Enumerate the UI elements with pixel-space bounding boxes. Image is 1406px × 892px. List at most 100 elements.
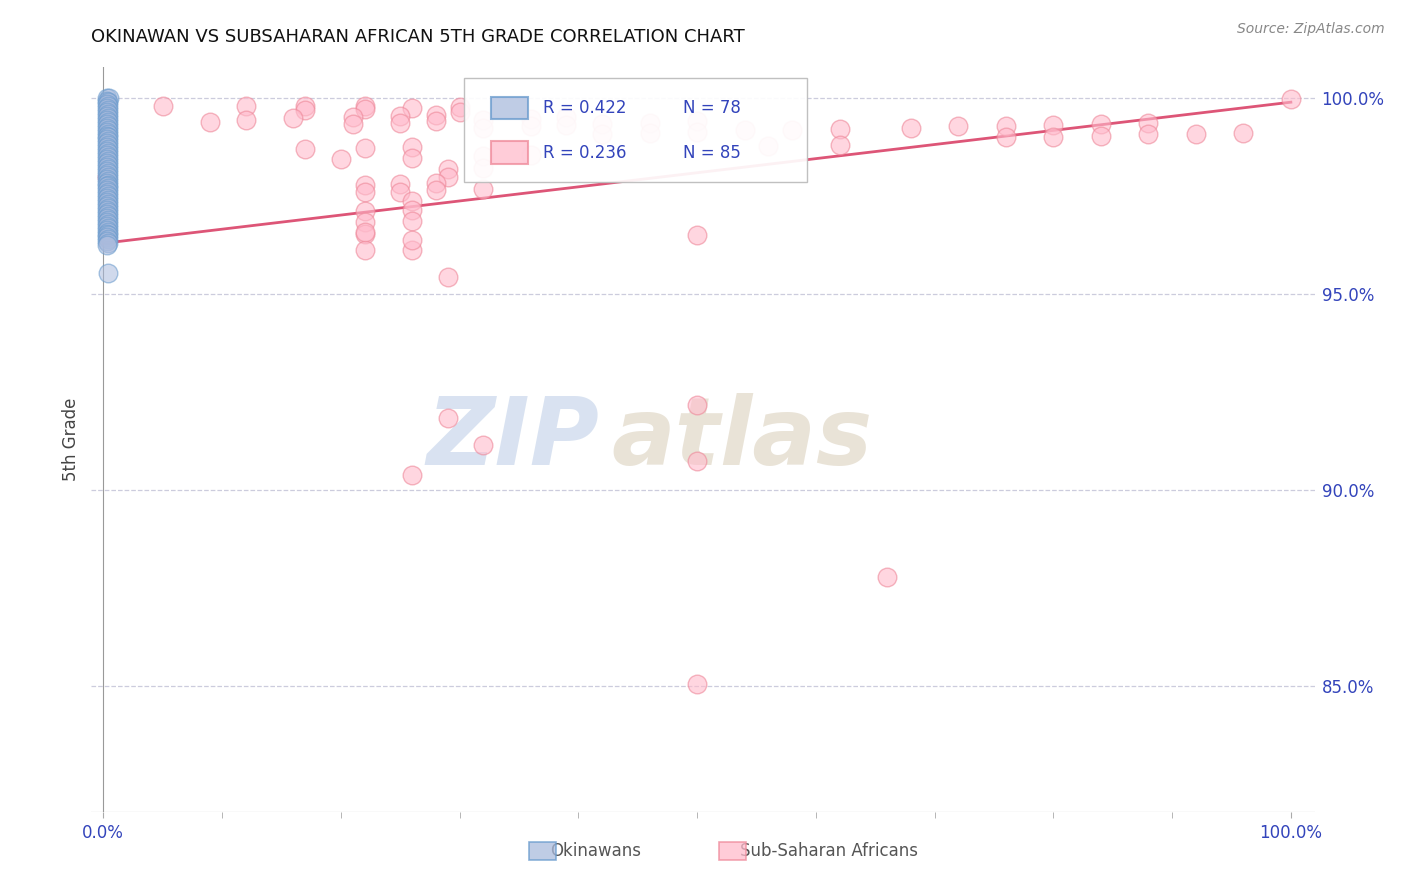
Point	[686, 125, 709, 139]
Point	[96, 169, 118, 184]
Point	[948, 120, 970, 134]
Text: OKINAWAN VS SUBSAHARAN AFRICAN 5TH GRADE CORRELATION CHART: OKINAWAN VS SUBSAHARAN AFRICAN 5TH GRADE…	[91, 28, 745, 45]
Point	[401, 467, 423, 482]
Point	[472, 149, 495, 163]
Point	[97, 178, 120, 192]
Point	[97, 201, 120, 215]
Point	[97, 111, 120, 125]
Bar	[491, 96, 529, 119]
Point	[96, 132, 118, 146]
Point	[520, 148, 543, 162]
Point	[389, 115, 412, 129]
Point	[591, 117, 613, 131]
Point	[449, 100, 471, 114]
Point	[1090, 128, 1112, 143]
Point	[96, 191, 118, 205]
Point	[472, 120, 495, 135]
Point	[97, 212, 120, 227]
Point	[828, 121, 851, 136]
Text: R = 0.422: R = 0.422	[543, 99, 626, 117]
Point	[97, 138, 120, 153]
Point	[96, 171, 118, 186]
Y-axis label: 5th Grade: 5th Grade	[62, 398, 80, 481]
Point	[97, 181, 120, 195]
Point	[96, 195, 118, 210]
Point	[401, 194, 423, 208]
Point	[97, 209, 120, 223]
Point	[401, 151, 423, 165]
Point	[1279, 92, 1302, 106]
Point	[353, 141, 375, 155]
Point	[472, 112, 495, 127]
Point	[96, 160, 118, 174]
Bar	[529, 841, 557, 860]
Point	[389, 177, 412, 191]
Point	[638, 126, 661, 140]
Point	[97, 95, 120, 110]
Point	[96, 222, 118, 236]
Point	[294, 99, 316, 113]
Point	[97, 127, 120, 141]
Point	[97, 135, 120, 149]
Point	[425, 183, 447, 197]
Point	[97, 146, 120, 161]
Point	[876, 569, 898, 583]
Point	[96, 227, 118, 241]
Bar	[491, 142, 529, 164]
Point	[342, 110, 364, 124]
Point	[686, 677, 709, 691]
Point	[96, 152, 118, 166]
Point	[97, 225, 120, 239]
Point	[591, 127, 613, 141]
Point	[96, 187, 118, 202]
Point	[97, 173, 120, 187]
Point	[828, 137, 851, 152]
Point	[96, 144, 118, 158]
Point	[353, 186, 375, 200]
Point	[97, 150, 120, 164]
Point	[97, 197, 120, 211]
Point	[734, 123, 756, 137]
Point	[96, 168, 118, 182]
Point	[96, 109, 118, 123]
Point	[96, 163, 118, 178]
Text: R = 0.236: R = 0.236	[543, 144, 626, 161]
Point	[472, 161, 495, 175]
Point	[97, 232, 120, 246]
Point	[97, 166, 120, 180]
Point	[436, 410, 458, 425]
Point	[686, 114, 709, 128]
Point	[96, 215, 118, 229]
Point	[97, 158, 120, 172]
Point	[353, 215, 375, 229]
Point	[1042, 129, 1064, 144]
Point	[96, 183, 118, 197]
Point	[97, 217, 120, 231]
Point	[638, 115, 661, 129]
Point	[353, 204, 375, 219]
Point	[198, 115, 221, 129]
Point	[96, 128, 118, 143]
Point	[436, 161, 458, 176]
Point	[96, 199, 118, 213]
Point	[96, 140, 118, 154]
Point	[756, 139, 779, 153]
Point	[96, 238, 118, 252]
Point	[353, 225, 375, 239]
Point	[353, 244, 375, 258]
Point	[994, 119, 1017, 133]
Point	[520, 112, 543, 126]
Point	[96, 176, 118, 190]
Point	[97, 186, 120, 200]
Point	[97, 142, 120, 156]
Point	[436, 169, 458, 184]
Point	[97, 103, 120, 117]
Point	[97, 266, 120, 280]
Point	[1090, 117, 1112, 131]
Text: ZIP: ZIP	[426, 393, 599, 485]
Text: N = 78: N = 78	[683, 99, 741, 117]
Point	[472, 182, 495, 196]
Point	[97, 107, 120, 121]
Point	[96, 148, 118, 162]
Point	[686, 228, 709, 243]
